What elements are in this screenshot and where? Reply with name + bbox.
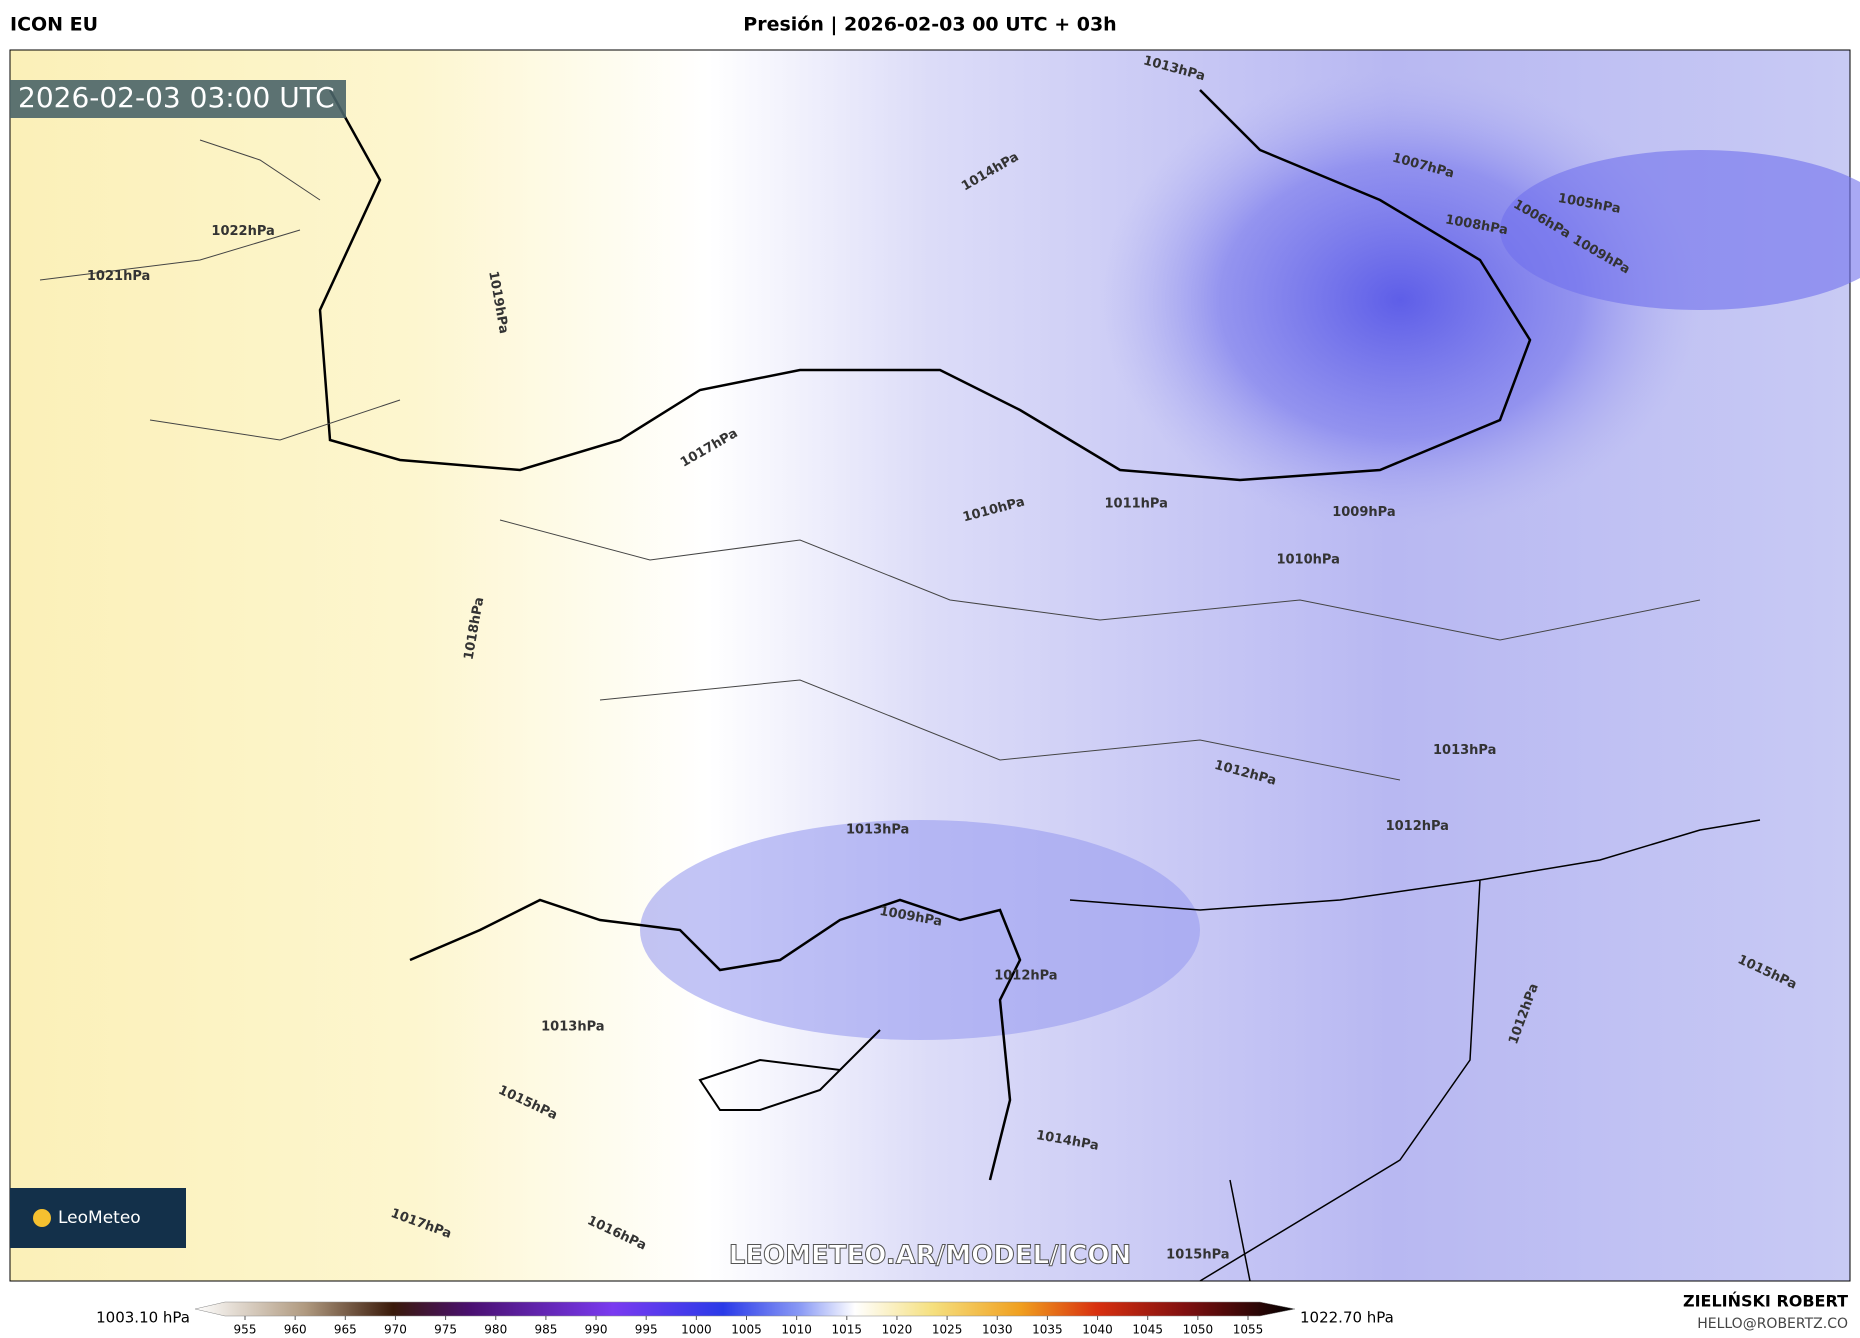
logo: LeoMeteo: [58, 1208, 141, 1228]
colorbar: 1003.10 hPa 1022.70 hPa 955 960 965 970 975 9…: [96, 1301, 1394, 1337]
island-outline: [698, 1029, 881, 1111]
border: [1069, 819, 1761, 1282]
colorbar-tick-label: 990: [585, 1323, 608, 1337]
model-name: ICON EU: [10, 14, 98, 36]
isobar-label: 1012hPa: [994, 969, 1057, 984]
map: 2026-02-03 03:00 UTC LeoMeteo LEOMETEO.A…: [9, 49, 1860, 1282]
colorbar-tick-label: 965: [334, 1323, 357, 1337]
border: [39, 139, 1701, 781]
isobar-label: 1010hPa: [1276, 552, 1339, 567]
isobar-label: 1022hPa: [211, 224, 274, 239]
colorbar-tick-label: 1000: [681, 1323, 712, 1337]
colorbar-min-label: 1003.10 hPa: [96, 1309, 190, 1327]
isobar-label: 1012hPa: [1386, 819, 1449, 834]
isobar-label: 1009hPa: [1332, 505, 1395, 520]
timestamp-box: [10, 80, 346, 118]
isobar-label: 1013hPa: [541, 1020, 604, 1035]
colorbar-tick-label: 970: [384, 1323, 407, 1337]
low-pressure-area: [640, 820, 1200, 1040]
author: ZIELIŃSKI ROBERT: [1683, 1292, 1848, 1311]
coastline: [318, 89, 1532, 482]
colorbar-tick-label: 960: [284, 1323, 307, 1337]
colorbar-tick-label: 1005: [731, 1323, 762, 1337]
colorbar-tick-label: 1040: [1082, 1323, 1113, 1337]
isobar-label: 1015hPa: [1166, 1247, 1229, 1262]
colorbar-tick-label: 980: [484, 1323, 507, 1337]
isobar-label: 1011hPa: [1104, 497, 1167, 512]
colorbar-tick-label: 1030: [982, 1323, 1013, 1337]
watermark: LEOMETEO.AR/MODEL/ICON: [729, 1241, 1132, 1271]
colorbar-tick-label: 1045: [1132, 1323, 1163, 1337]
colorbar-tick-label: 1020: [882, 1323, 913, 1337]
isobar-label: 1013hPa: [1433, 743, 1496, 758]
low-pressure-area: [1500, 150, 1860, 310]
isobar-label: 1021hPa: [87, 269, 150, 284]
colorbar-tick-label: 1025: [932, 1323, 963, 1337]
colorbar-tick-label: 1015: [832, 1323, 863, 1337]
logo-sun: [33, 1209, 51, 1227]
timestamp: 2026-02-03 03:00 UTC: [18, 81, 335, 114]
colorbar-tick-label: 985: [534, 1323, 557, 1337]
map-title: Presión | 2026-02-03 00 UTC + 03h: [743, 14, 1116, 36]
coastline: [409, 898, 1022, 1181]
colorbar-max-label: 1022.70 hPa: [1300, 1309, 1394, 1327]
colorbar-tick-label: 1050: [1183, 1323, 1214, 1337]
colorbar-tick-label: 995: [635, 1323, 658, 1337]
isobar-label: 1013hPa: [846, 823, 909, 838]
colorbar-tick-label: 975: [434, 1323, 457, 1337]
colorbar-tick-label: 1055: [1233, 1323, 1264, 1337]
colorbar-tick-label: 955: [234, 1323, 257, 1337]
email: HELLO@ROBERTZ.CO: [1697, 1316, 1848, 1332]
colorbar-tick-label: 1035: [1032, 1323, 1063, 1337]
colorbar-scale: [194, 1301, 1296, 1317]
colorbar-tick-label: 1010: [781, 1323, 812, 1337]
